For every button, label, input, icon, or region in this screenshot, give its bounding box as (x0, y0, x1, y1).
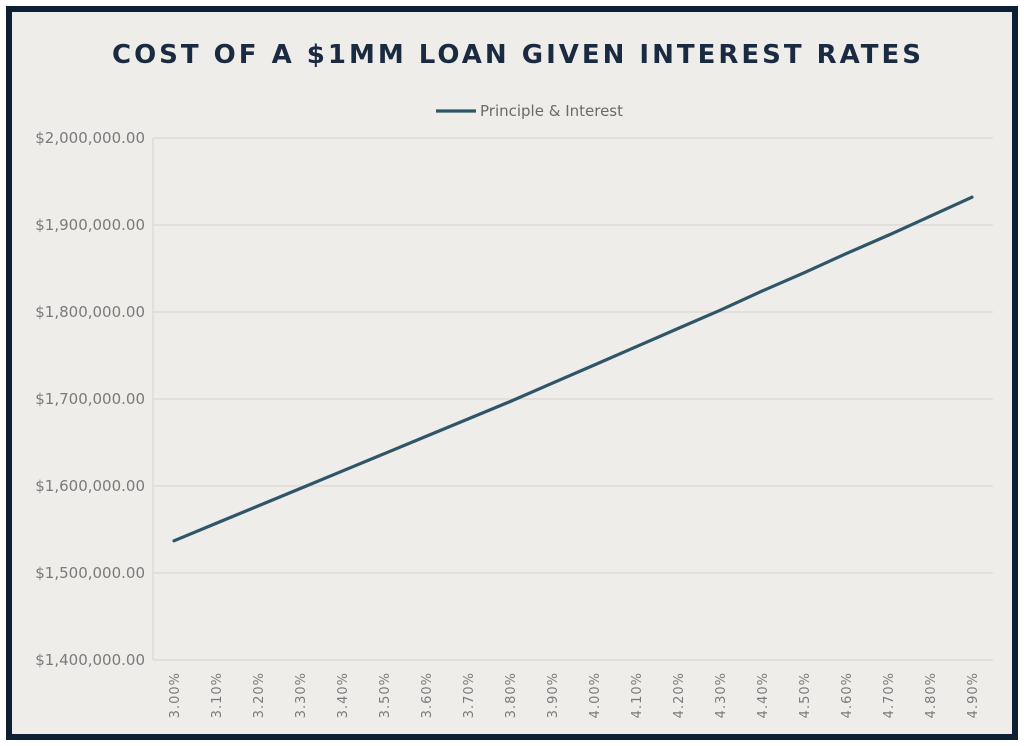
legend-label: Principle & Interest (480, 102, 623, 120)
data-point (676, 327, 680, 330)
chart-title: COST OF A $1MM LOAN GIVEN INTEREST RATES (111, 40, 925, 70)
y-tick-label: $1,400,000.00 (35, 651, 145, 669)
data-point (718, 308, 722, 312)
data-point (382, 452, 386, 456)
data-point (592, 363, 596, 367)
data-point (340, 469, 344, 473)
x-tick-label: 3.70% (462, 672, 477, 718)
x-tick-label: 3.30% (294, 672, 309, 718)
x-tick-label: 4.50% (798, 672, 813, 718)
y-axis-ticks: $1,400,000.00 $1,500,000.00 $1,600,000.00 $… (35, 129, 145, 669)
x-tick-label: 3.00% (168, 672, 183, 718)
x-tick-label: 3.20% (252, 672, 267, 718)
y-tick-label: $2,000,000.00 (35, 129, 145, 147)
x-tick-label: 4.60% (840, 672, 855, 718)
x-tick-label: 3.60% (420, 672, 435, 718)
data-point (760, 289, 764, 293)
x-tick-label: 3.40% (336, 672, 351, 718)
gridlines (152, 137, 993, 661)
x-tick-label: 4.00% (588, 672, 603, 718)
x-tick-label: 3.50% (378, 672, 393, 718)
x-tick-label: 4.80% (924, 672, 939, 718)
x-tick-label: 3.10% (210, 672, 225, 718)
x-tick-label: 3.80% (504, 672, 519, 718)
data-point (214, 522, 218, 525)
data-point (508, 400, 512, 404)
data-point (844, 252, 848, 256)
series-layer (172, 195, 974, 543)
legend: Principle & Interest (436, 102, 623, 120)
data-point (256, 504, 260, 508)
y-tick-label: $1,800,000.00 (35, 303, 145, 321)
data-point (802, 271, 806, 275)
data-point (886, 234, 890, 237)
data-point (970, 195, 974, 199)
chart-frame: COST OF A $1MM LOAN GIVEN INTEREST RATES… (6, 6, 1018, 740)
data-point (172, 539, 176, 543)
data-point (466, 417, 470, 421)
line-chart: $1,400,000.00 $1,500,000.00 $1,600,000.00 $… (35, 102, 993, 718)
x-axis-ticks: 3.00% 3.10% 3.20% 3.30% 3.40% 3.50% 3.60% 3.70%… (168, 672, 981, 718)
x-tick-label: 4.20% (672, 672, 687, 718)
y-tick-label: $1,600,000.00 (35, 477, 145, 495)
y-tick-label: $1,500,000.00 (35, 564, 145, 582)
x-tick-label: 4.70% (882, 672, 897, 718)
x-tick-label: 4.10% (630, 672, 645, 718)
x-tick-label: 4.30% (714, 672, 729, 718)
series-line (172, 195, 974, 543)
data-point (424, 435, 428, 438)
data-point (550, 381, 554, 385)
x-tick-label: 3.90% (546, 672, 561, 718)
data-point (298, 487, 302, 491)
y-tick-label: $1,900,000.00 (35, 216, 145, 234)
x-tick-label: 4.90% (966, 672, 981, 718)
data-point (928, 214, 932, 218)
data-point (634, 345, 638, 349)
x-tick-label: 4.40% (756, 672, 771, 718)
y-tick-label: $1,700,000.00 (35, 390, 145, 408)
